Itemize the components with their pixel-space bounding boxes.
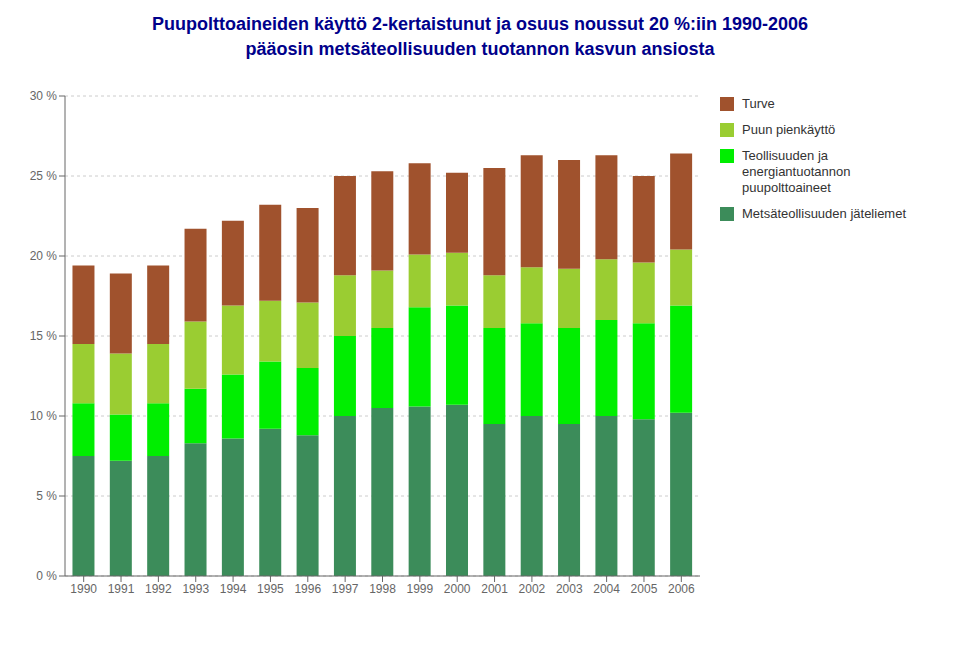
svg-text:2000: 2000 — [444, 582, 471, 596]
svg-text:30 %: 30 % — [30, 89, 58, 103]
svg-text:2001: 2001 — [481, 582, 508, 596]
svg-text:2003: 2003 — [556, 582, 583, 596]
svg-text:10 %: 10 % — [30, 409, 58, 423]
svg-text:5 %: 5 % — [36, 489, 57, 503]
svg-text:1996: 1996 — [294, 582, 321, 596]
html-text:Turve: Turve — [742, 96, 775, 111]
svg-text:15 %: 15 % — [30, 329, 58, 343]
svg-text:0 %: 0 % — [36, 569, 57, 583]
html-text:Puupolttoaineiden käyttö 2-ker: Puupolttoaineiden käyttö 2-kertaistunut … — [151, 14, 809, 34]
svg-text:1990: 1990 — [70, 582, 97, 596]
html-text:Teollisuuden ja energiantuotan: Teollisuuden ja energiantuotannon puupol… — [742, 148, 851, 195]
svg-text:25 %: 25 % — [30, 169, 58, 183]
html-text:Puun pienkäyttö: Puun pienkäyttö — [742, 122, 836, 137]
html-text:pääosin metsäteollisuuden tuot: pääosin metsäteollisuuden tuotannon kasv… — [245, 39, 715, 59]
svg-text:1998: 1998 — [369, 582, 396, 596]
svg-text:1999: 1999 — [407, 582, 434, 596]
svg-text:1994: 1994 — [220, 582, 247, 596]
svg-text:20 %: 20 % — [30, 249, 58, 263]
svg-text:1993: 1993 — [182, 582, 209, 596]
svg-text:1997: 1997 — [332, 582, 359, 596]
svg-text:1992: 1992 — [145, 582, 172, 596]
svg-text:1995: 1995 — [257, 582, 284, 596]
svg-text:1991: 1991 — [108, 582, 135, 596]
svg-text:2005: 2005 — [631, 582, 658, 596]
html-text:Metsäteollisuuden jäteliemet: Metsäteollisuuden jäteliemet — [742, 206, 906, 221]
svg-text:2004: 2004 — [593, 582, 620, 596]
svg-text:2006: 2006 — [668, 582, 695, 596]
svg-text:2002: 2002 — [519, 582, 546, 596]
